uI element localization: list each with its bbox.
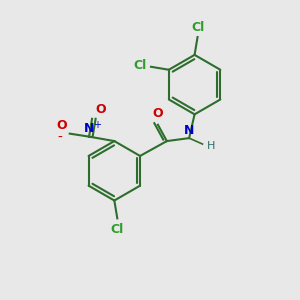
Text: N: N <box>84 122 94 135</box>
Text: N: N <box>184 124 194 136</box>
Text: +: + <box>93 120 101 130</box>
Text: O: O <box>56 119 67 132</box>
Text: Cl: Cl <box>133 59 147 72</box>
Text: -: - <box>57 131 62 145</box>
Text: Cl: Cl <box>191 21 204 34</box>
Text: Cl: Cl <box>111 223 124 236</box>
Text: H: H <box>207 140 215 151</box>
Text: O: O <box>153 107 163 120</box>
Text: O: O <box>95 103 106 116</box>
